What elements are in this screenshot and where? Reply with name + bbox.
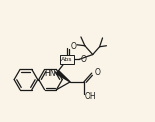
Text: O: O [71,42,77,51]
Text: Abs: Abs [61,57,73,62]
Text: O: O [95,68,101,77]
Text: O: O [81,55,87,64]
FancyBboxPatch shape [60,55,74,64]
Text: OH: OH [85,92,97,101]
Text: HN: HN [45,69,56,78]
Polygon shape [56,71,70,82]
